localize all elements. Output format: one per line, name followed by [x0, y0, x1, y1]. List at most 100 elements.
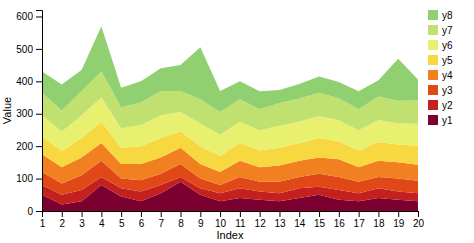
y-tick-label: 200	[16, 141, 33, 152]
legend-item: y4	[428, 70, 453, 81]
x-tick-mark	[359, 211, 360, 217]
y-tick-mark	[36, 179, 42, 180]
x-tick-label: 2	[60, 218, 66, 229]
y-tick-mark	[36, 146, 42, 147]
y-tick-label: 0	[27, 206, 33, 217]
y-tick-mark	[36, 81, 42, 82]
x-tick: 18	[373, 211, 385, 229]
x-tick: 1	[40, 211, 46, 229]
legend-label: y8	[442, 10, 453, 21]
x-tick-label: 9	[198, 218, 204, 229]
x-tick: 9	[198, 211, 204, 229]
x-tick: 12	[255, 211, 267, 229]
area	[42, 26, 418, 112]
y-tick: 300	[16, 108, 42, 119]
y-tick: 500	[16, 44, 42, 55]
x-tick-label: 10	[215, 218, 227, 229]
x-tick-label: 14	[294, 218, 306, 229]
legend-label: y5	[442, 55, 453, 66]
x-tick: 11	[235, 211, 246, 229]
x-tick-mark	[319, 211, 320, 217]
x-tick: 5	[119, 211, 125, 229]
x-tick-mark	[220, 211, 221, 217]
x-tick: 20	[413, 211, 425, 229]
x-tick-mark	[398, 211, 399, 217]
x-axis-title: Index	[217, 229, 244, 241]
x-tick-mark	[200, 211, 201, 217]
x-tick-label: 19	[393, 218, 405, 229]
x-axis: 1234567891011121314151617181920	[40, 211, 425, 229]
legend-item: y7	[428, 25, 453, 36]
x-tick: 15	[314, 211, 326, 229]
x-tick-mark	[62, 211, 63, 217]
x-tick: 2	[60, 211, 66, 229]
x-tick-mark	[141, 211, 142, 217]
x-tick: 8	[178, 211, 184, 229]
areas	[42, 26, 418, 211]
y-axis-title: Value	[1, 97, 13, 124]
x-tick: 4	[99, 211, 105, 229]
x-tick-label: 18	[373, 218, 385, 229]
x-tick: 3	[79, 211, 85, 229]
legend-label: y7	[442, 25, 453, 36]
legend-item: y8	[428, 10, 453, 21]
x-tick-label: 15	[314, 218, 326, 229]
y-tick-label: 300	[16, 108, 33, 119]
legend-swatch	[428, 85, 438, 95]
x-tick-mark	[299, 211, 300, 217]
x-tick-label: 13	[274, 218, 286, 229]
x-tick-mark	[101, 211, 102, 217]
legend-label: y3	[442, 85, 453, 96]
x-tick-mark	[260, 211, 261, 217]
y-tick: 100	[16, 173, 42, 184]
y-tick-mark	[36, 211, 42, 212]
legend-item: y2	[428, 100, 453, 111]
y-axis: 0 100 200 300 400 500 600	[16, 11, 42, 217]
legend-swatch	[428, 70, 438, 80]
legend-item: y6	[428, 40, 453, 51]
x-tick: 17	[354, 211, 366, 229]
legend-swatch	[428, 25, 438, 35]
x-tick-mark	[279, 211, 280, 217]
legend-swatch	[428, 10, 438, 20]
legend-item: y1	[428, 115, 453, 126]
x-tick-label: 12	[255, 218, 267, 229]
y-tick-mark	[36, 114, 42, 115]
legend-item: y5	[428, 55, 453, 66]
legend: y8 y7 y6 y5 y4 y3 y2 y1	[428, 10, 453, 126]
x-axis-line	[43, 212, 419, 218]
x-tick-mark	[82, 211, 83, 217]
x-tick: 14	[294, 211, 306, 229]
x-tick-mark	[121, 211, 122, 217]
x-tick-label: 11	[235, 218, 246, 229]
chart: 1234567891011121314151617181920010020030…	[0, 0, 474, 243]
x-tick-label: 7	[158, 218, 164, 229]
x-tick-label: 5	[119, 218, 125, 229]
x-tick: 10	[215, 211, 227, 229]
legend-item: y3	[428, 85, 453, 96]
plot-area: 1234567891011121314151617181920010020030…	[16, 11, 424, 230]
legend-swatch	[428, 100, 438, 110]
y-tick-label: 600	[16, 11, 33, 22]
legend-swatch	[428, 55, 438, 65]
x-tick-mark	[240, 211, 241, 217]
x-tick-mark	[418, 211, 419, 217]
legend-label: y4	[442, 70, 453, 81]
x-tick-label: 20	[413, 218, 425, 229]
y-tick: 0	[27, 206, 42, 217]
y-tick: 200	[16, 141, 42, 152]
y-tick: 400	[16, 76, 42, 87]
x-tick-label: 17	[354, 218, 366, 229]
x-tick-mark	[378, 211, 379, 217]
y-tick-label: 400	[16, 76, 33, 87]
legend-swatch	[428, 40, 438, 50]
y-tick-mark	[36, 16, 42, 17]
y-tick-mark	[36, 49, 42, 50]
x-tick-mark	[161, 211, 162, 217]
x-tick: 19	[393, 211, 405, 229]
legend-label: y6	[442, 40, 453, 51]
legend-swatch	[428, 115, 438, 125]
x-tick-label: 6	[139, 218, 145, 229]
legend-label: y1	[442, 115, 453, 126]
x-tick-label: 8	[178, 218, 184, 229]
